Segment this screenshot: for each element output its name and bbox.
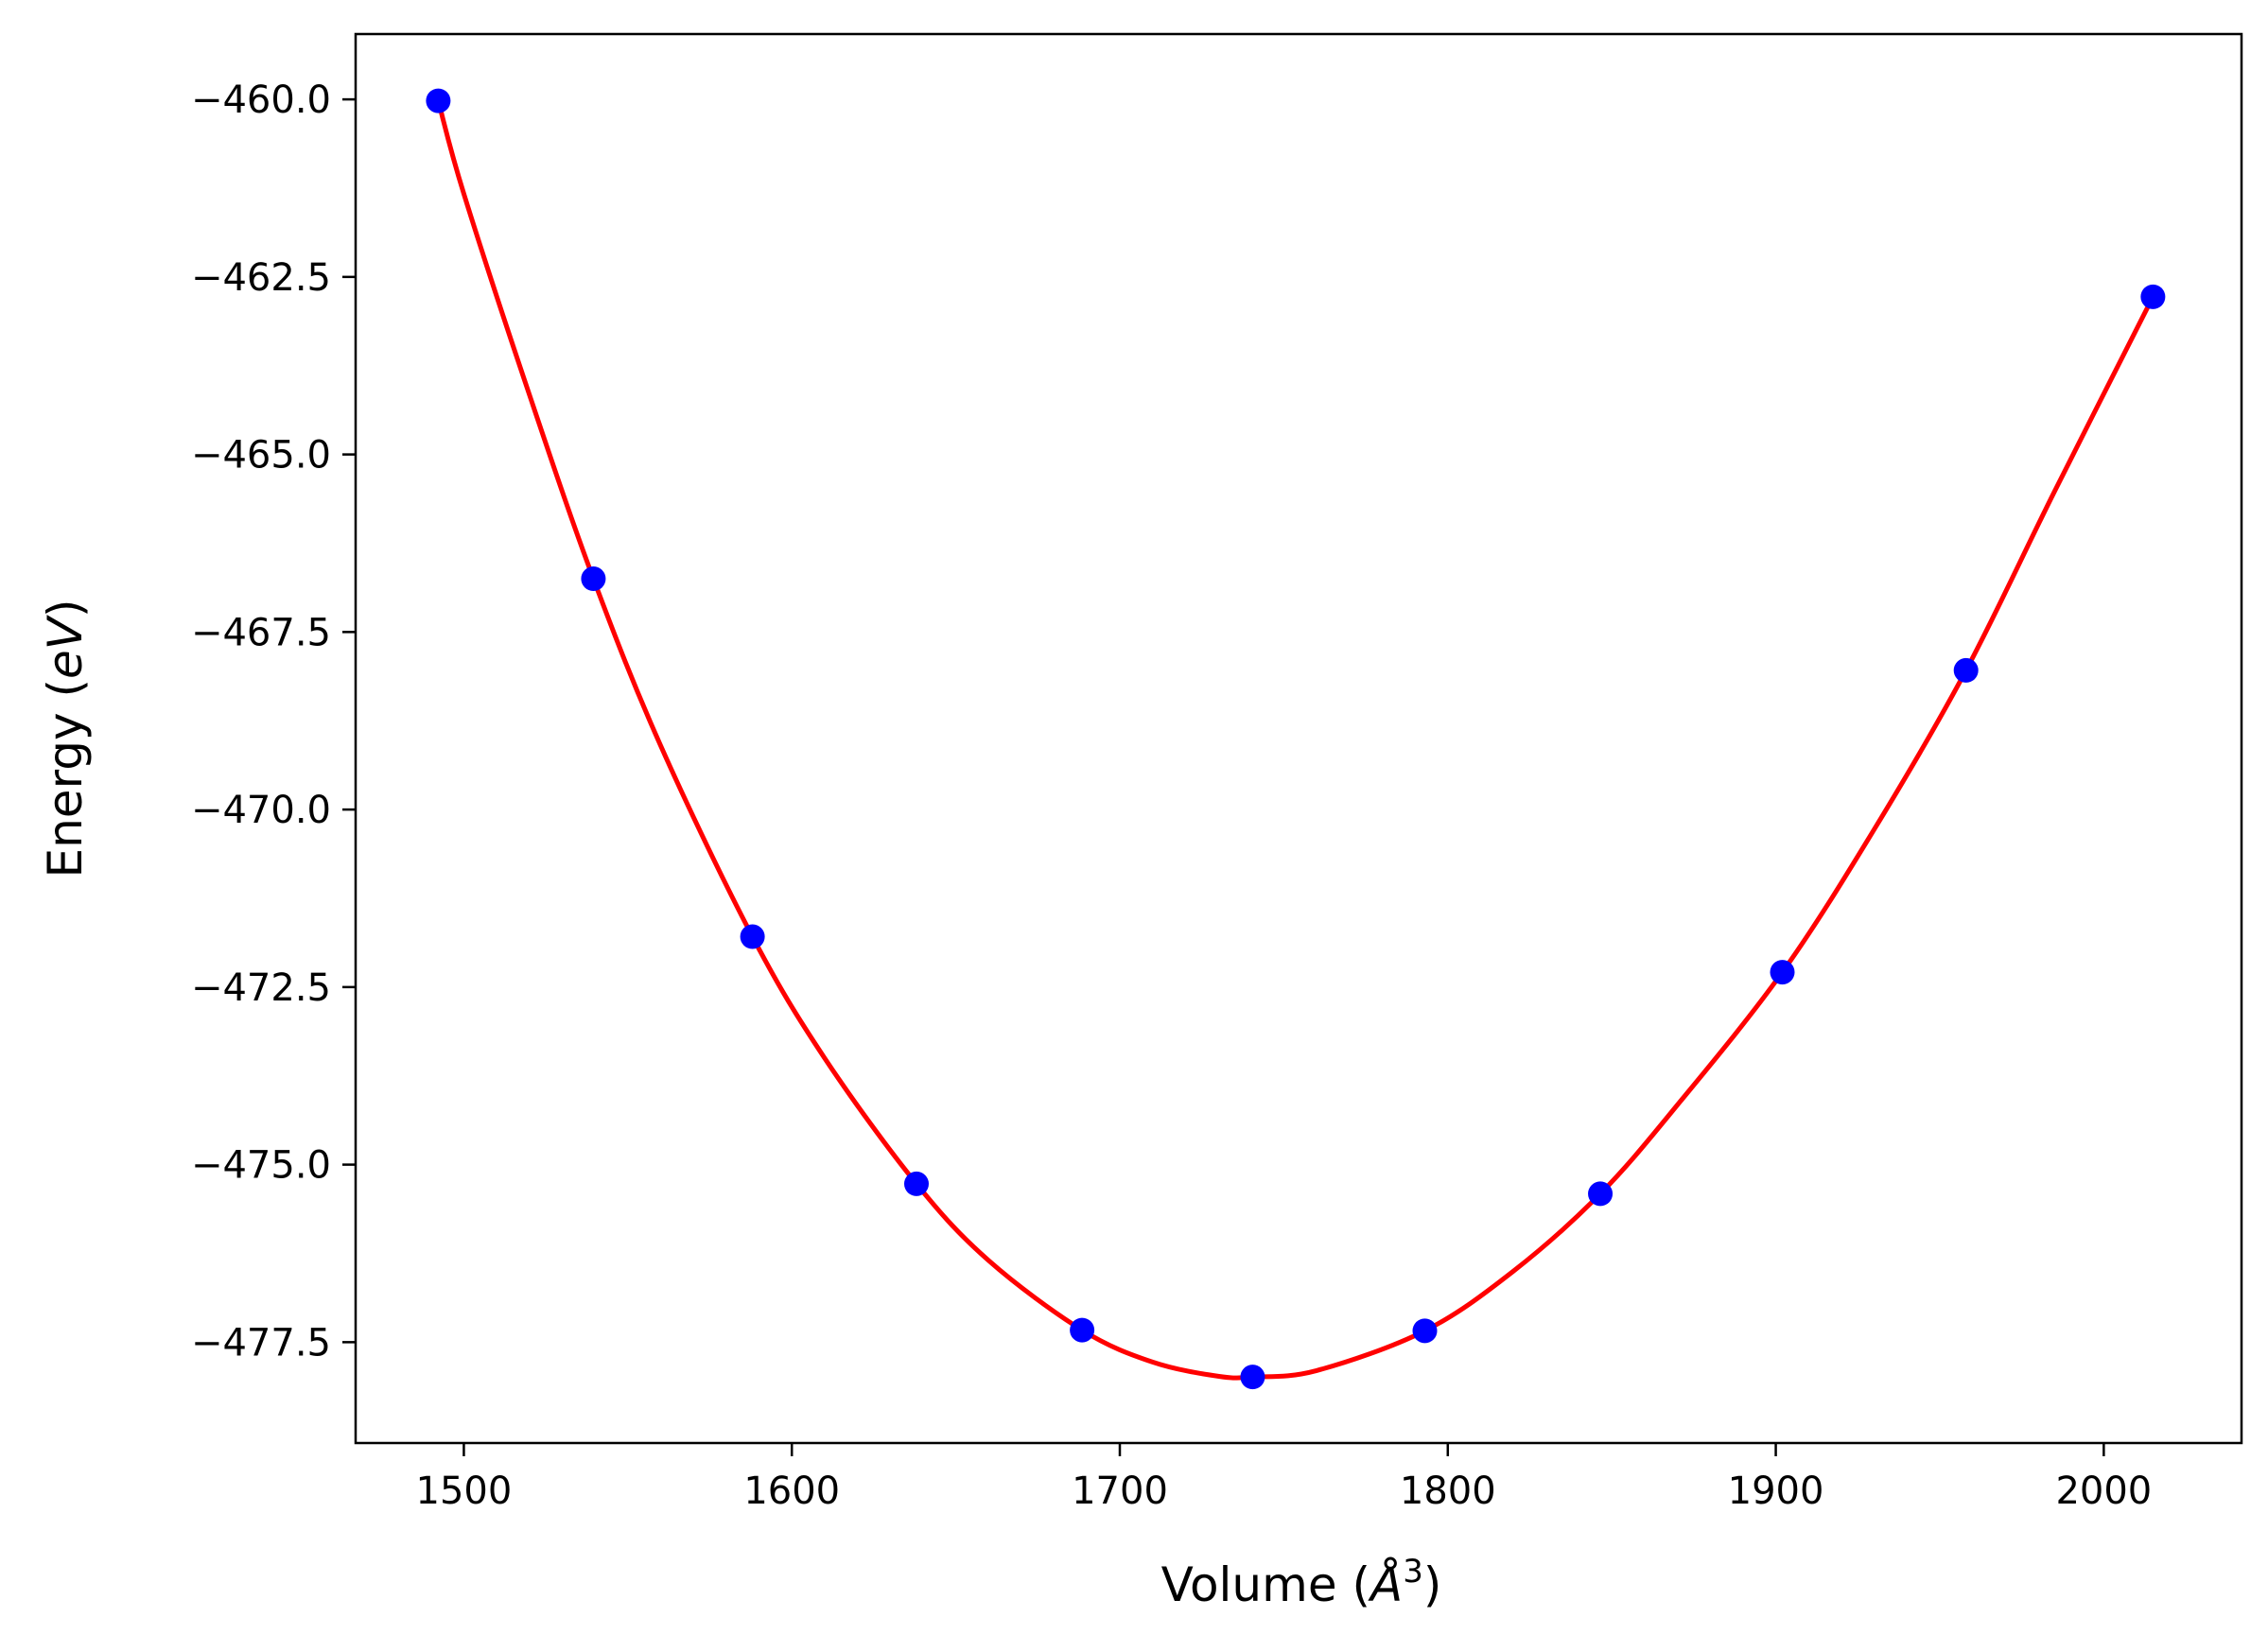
x-tick-label: 1500 <box>416 1469 513 1513</box>
x-axis-label: Volume (Å3) <box>1161 1553 1442 1612</box>
plot-frame <box>354 32 2243 1445</box>
y-tick-label: −465.0 <box>191 434 331 478</box>
x-axis-ticks: 1500 1600 1700 1800 1900 2000 <box>416 1443 2152 1513</box>
data-points-layer <box>426 88 2166 1390</box>
data-point <box>1070 1317 1095 1343</box>
y-tick-label: −472.5 <box>191 966 331 1010</box>
x-axis-label-superscript: 3 <box>1403 1553 1423 1591</box>
data-point <box>1588 1181 1614 1207</box>
x-tick-label: 1900 <box>1728 1469 1824 1513</box>
data-point <box>1240 1365 1265 1390</box>
y-axis-label-prefix: Energy ( <box>38 679 93 878</box>
y-tick-label: −467.5 <box>191 611 331 654</box>
fit-curve-layer <box>435 99 2155 1381</box>
x-axis-label-prefix: Volume ( <box>1161 1557 1370 1612</box>
x-tick-label: 2000 <box>2055 1469 2152 1513</box>
data-point <box>2140 284 2166 309</box>
x-tick-label: 1600 <box>743 1469 840 1513</box>
y-axis-label-suffix: ) <box>38 600 93 618</box>
data-point <box>581 566 606 592</box>
x-axis-label-symbol: Å <box>1368 1557 1403 1612</box>
x-axis-label-suffix: ) <box>1423 1557 1442 1612</box>
y-tick-label: −462.5 <box>191 256 331 300</box>
data-point <box>426 88 451 113</box>
x-tick-label: 1700 <box>1072 1469 1168 1513</box>
y-tick-label: −477.5 <box>191 1321 331 1365</box>
data-point <box>1412 1318 1438 1344</box>
y-tick-label: −460.0 <box>191 78 331 122</box>
y-axis-ticks: −460.0 −462.5 −465.0 −467.5 −470.0 −472.5 −475… <box>191 78 356 1365</box>
y-tick-label: −475.0 <box>191 1144 331 1188</box>
y-axis-label-unit: eV <box>38 614 93 679</box>
y-tick-label: −470.0 <box>191 789 331 832</box>
x-tick-label: 1800 <box>1400 1469 1496 1513</box>
data-point <box>740 924 765 949</box>
fit-curve <box>435 99 2155 1381</box>
data-point <box>1953 657 1979 683</box>
data-point <box>903 1171 929 1196</box>
data-point <box>1770 960 1795 985</box>
y-axis-label: Energy (eV) <box>38 600 93 878</box>
